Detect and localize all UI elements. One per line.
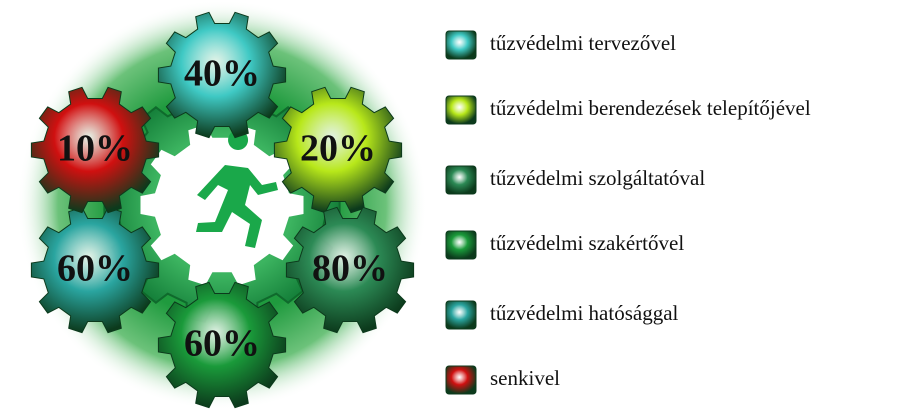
legend-swatch xyxy=(446,231,476,259)
gear-label: 10% xyxy=(57,128,133,170)
gear-label: 60% xyxy=(184,323,260,365)
legend-label: tűzvédelmi szolgáltatóval xyxy=(490,166,705,190)
gear-label: 20% xyxy=(300,128,376,170)
legend-swatch xyxy=(446,301,476,329)
legend-swatch xyxy=(446,96,476,124)
legend-label: tűzvédelmi berendezések telepítőjével xyxy=(490,96,811,120)
legend-label: tűzvédelmi hatósággal xyxy=(490,301,679,325)
legend-swatch xyxy=(446,31,476,59)
gear-label: 80% xyxy=(312,248,388,290)
legend-label: senkivel xyxy=(490,366,560,390)
legend: tűzvédelmi tervezővel tűzvédelmi berendez… xyxy=(446,31,811,394)
gear-label: 60% xyxy=(57,248,133,290)
legend-label: tűzvédelmi tervezővel xyxy=(490,31,676,55)
legend-swatch xyxy=(446,366,476,394)
legend-swatch xyxy=(446,166,476,194)
infographic: 40% 20% 80% 60% 60% 10% tűzvédelmi tervezővel… xyxy=(0,0,904,410)
gear-label: 40% xyxy=(184,53,260,95)
legend-label: tűzvédelmi szakértővel xyxy=(490,231,684,255)
